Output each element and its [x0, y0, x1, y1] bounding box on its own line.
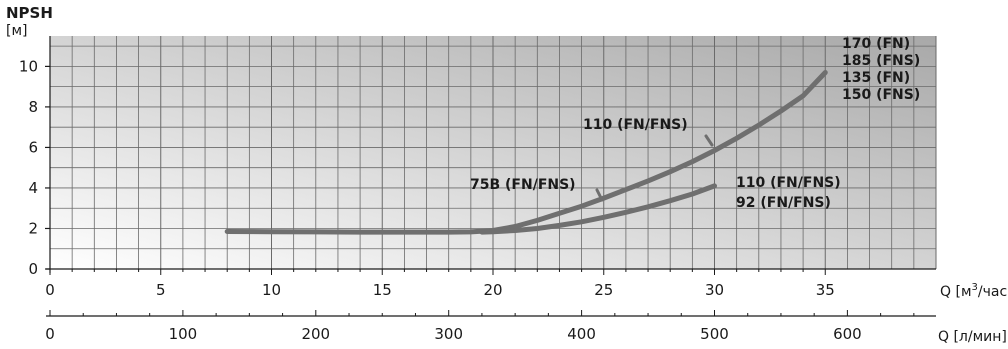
x2-tick-label: 200 [301, 325, 330, 343]
curve-label-group: 110 (FN/FNS) [583, 117, 714, 147]
y-tick-label: 0 [28, 260, 38, 278]
x-axis-label-unit: м [961, 284, 972, 300]
x-axis-label-suffix: /час] [978, 284, 1008, 300]
x2-tick-label: 400 [567, 325, 596, 343]
curve-label-group: 75B (FN/FNS) [470, 177, 604, 202]
x-tick-label: 25 [594, 281, 613, 299]
series-line-1 [224, 70, 828, 235]
x-axis-label-prefix: Q [ [940, 284, 961, 300]
x-tick-label: 30 [705, 281, 724, 299]
curve-label-group: 110 (FN/FNS) 92 (FN/FNS) [736, 175, 841, 211]
x2-tick-label: 500 [700, 325, 729, 343]
x2-axis-label: Q [л/мин] [938, 329, 1007, 345]
curve-label-text: 92 (FN/FNS) [736, 195, 831, 211]
y-axis-label: [м] [6, 23, 28, 39]
y-tick-label: 10 [19, 57, 38, 75]
series-line-2 [479, 183, 717, 235]
y-tick-label: 4 [28, 179, 38, 197]
chart-title: NPSH [6, 4, 53, 22]
y-tick-label: 6 [28, 138, 38, 156]
x-tick-label: 35 [816, 281, 835, 299]
curve-label-text: 110 (FN/FNS) [736, 175, 841, 191]
curve-label-pointer [595, 188, 604, 202]
x-tick-label: 20 [483, 281, 502, 299]
curve-label-group: 170 (FN)185 (FNS)135 (FN)150 (FNS) [842, 36, 920, 103]
x2-tick-label: 300 [434, 325, 463, 343]
y-tick-label: 8 [28, 98, 38, 116]
x2-tick-label: 0 [45, 325, 55, 343]
curve-label-text: 170 (FN) [842, 36, 910, 52]
data-series [224, 70, 828, 235]
curve-label-text: 135 (FN) [842, 70, 910, 86]
y-tick-label: 2 [28, 219, 38, 237]
curve-labels: 170 (FN)185 (FNS)135 (FN)150 (FNS) 110 (F… [470, 36, 920, 211]
x-tick-label: 15 [373, 281, 392, 299]
x-tick-label: 5 [156, 281, 166, 299]
curve-label-text: 185 (FNS) [842, 53, 920, 69]
x2-tick-label: 100 [169, 325, 198, 343]
curve-label-text: 110 (FN/FNS) [583, 117, 688, 133]
x-axis-label-sup: 3 [972, 282, 978, 293]
curve-label-text: 150 (FNS) [842, 87, 920, 103]
x-tick-label: 0 [45, 281, 55, 299]
curve-label-text: 75B (FN/FNS) [470, 177, 576, 193]
x-tick-label: 10 [262, 281, 281, 299]
x-axis-label-m3: Q [м3/час] [940, 282, 1008, 300]
curve-label-pointer [704, 134, 714, 147]
x2-tick-label: 600 [833, 325, 862, 343]
